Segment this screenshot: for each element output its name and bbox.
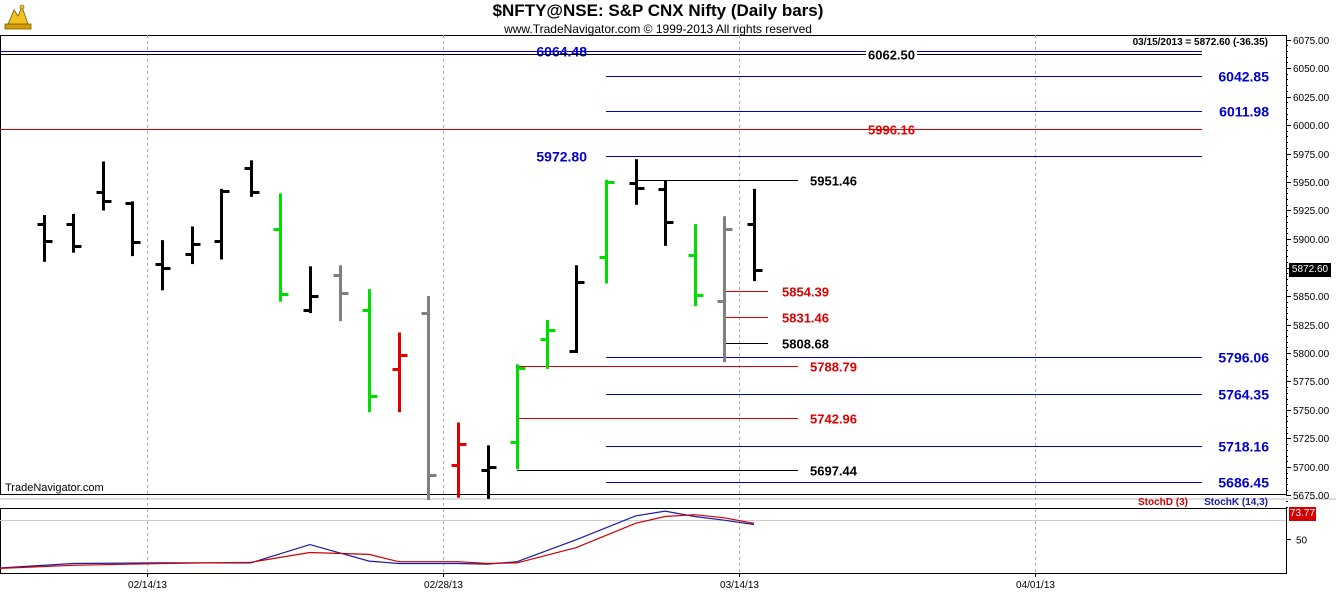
price-tick-label: 5775.00: [1293, 377, 1330, 388]
date-tick-label: 04/01/13: [1016, 580, 1055, 591]
last-price-info: 03/15/2013 = 5872.60 (-36.35): [1133, 37, 1268, 48]
ohlc-bar[interactable]: [66, 213, 82, 253]
ohlc-bars: [37, 159, 763, 501]
ohlc-bar[interactable]: [569, 265, 585, 353]
ohlc-bar[interactable]: [185, 226, 201, 265]
level-label: 5972.80: [536, 149, 587, 165]
ohlc-bar[interactable]: [125, 201, 141, 257]
stoch-d-line[interactable]: [0, 514, 755, 569]
price-tick-label: 5900.00: [1293, 235, 1330, 246]
ohlc-bar[interactable]: [37, 215, 53, 262]
price-tick-label: 5975.00: [1293, 150, 1330, 161]
level-label: 5788.79: [810, 360, 857, 375]
stoch-value-tag: 73.77: [1289, 507, 1316, 521]
level-label: 5764.35: [1218, 387, 1269, 403]
copyright-text: www.TradeNavigator.com © 1999-2013 All r…: [504, 22, 812, 36]
price-tick-label: 5725.00: [1293, 434, 1330, 445]
stoch-tick-label: 50: [1296, 536, 1308, 547]
date-tick-label: 02/28/13: [424, 580, 463, 591]
price-tick-label: 5925.00: [1293, 206, 1330, 217]
level-label: 6064.48: [536, 44, 587, 60]
trade-navigator-logo-icon[interactable]: [4, 4, 32, 35]
price-tick-label: 6000.00: [1293, 121, 1330, 132]
ohlc-bar[interactable]: [214, 188, 230, 260]
price-tick-label: 6025.00: [1293, 93, 1330, 104]
price-axis: 6075.00 6050.00 6025.00 6000.00 5975.00 5950.…: [1286, 36, 1330, 508]
level-label: 6042.85: [1218, 69, 1269, 85]
level-label: 5854.39: [782, 285, 829, 300]
stoch-k-line[interactable]: [0, 510, 754, 569]
level-label: 5996.16: [868, 123, 915, 138]
ohlc-bar[interactable]: [155, 240, 171, 291]
price-levels: 6064.48 6062.50 6042.85 6011.98 5996.16 5972.…: [0, 44, 1269, 491]
price-tick-label: 5850.00: [1293, 292, 1330, 303]
stoch-d-legend: StochD (3): [1138, 497, 1188, 508]
level-label: 6011.98: [1219, 104, 1269, 120]
price-tick-label: 5800.00: [1293, 349, 1330, 360]
ohlc-bar[interactable]: [421, 296, 437, 501]
level-label: 6062.50: [868, 48, 915, 63]
ohlc-bar[interactable]: [481, 445, 497, 499]
price-tick-label: 5750.00: [1293, 406, 1330, 417]
stoch-k-legend: StochK (14,3): [1204, 497, 1268, 508]
stoch-plot-frame: [0, 508, 1287, 574]
price-tick-label: 5825.00: [1293, 321, 1330, 332]
ohlc-bar[interactable]: [96, 161, 112, 211]
ohlc-bar[interactable]: [273, 193, 289, 302]
ohlc-bar[interactable]: [451, 422, 467, 498]
level-label: 5796.06: [1218, 350, 1269, 366]
price-tick-label: 6050.00: [1293, 64, 1330, 75]
level-label: 5831.46: [782, 311, 829, 326]
ohlc-bar[interactable]: [510, 364, 526, 470]
grid-lines: [0, 35, 1336, 574]
ohlc-bar[interactable]: [747, 188, 763, 282]
level-label: 5718.16: [1218, 439, 1269, 455]
stochastic-panel: 50 StochK (14,3) StochD (3): [0, 497, 1308, 569]
chart-title: $NFTY@NSE: S&P CNX Nifty (Daily bars): [492, 1, 824, 20]
main-plot-frame: [0, 35, 1287, 495]
watermark-text: TradeNavigator.com: [5, 482, 104, 494]
level-label-bg: [866, 47, 917, 63]
level-label: 5951.46: [810, 174, 857, 189]
date-axis: 02/14/13 02/28/13 03/14/13 04/01/13: [128, 573, 1055, 591]
ohlc-bar[interactable]: [244, 160, 260, 197]
date-tick-label: 02/14/13: [128, 580, 167, 591]
ohlc-bar[interactable]: [688, 224, 704, 307]
level-label: 5697.44: [810, 464, 858, 479]
last-price-tag: 5872.60: [1289, 263, 1331, 277]
ohlc-bar[interactable]: [629, 159, 645, 205]
ohlc-bar[interactable]: [362, 289, 378, 413]
ohlc-bar[interactable]: [717, 216, 733, 363]
price-tick-label: 6075.00: [1293, 36, 1330, 47]
price-tick-label: 5950.00: [1293, 178, 1330, 189]
price-tick-label: 5675.00: [1293, 491, 1330, 502]
level-label: 5742.96: [810, 412, 857, 427]
price-tick-label: 5700.00: [1293, 463, 1330, 474]
ohlc-bar[interactable]: [392, 332, 408, 413]
ohlc-bar[interactable]: [333, 265, 349, 322]
ohlc-bar[interactable]: [658, 180, 674, 246]
date-tick-label: 03/14/13: [720, 580, 759, 591]
ohlc-bar[interactable]: [303, 266, 319, 314]
ohlc-bar[interactable]: [599, 179, 615, 284]
level-label: 5808.68: [782, 337, 829, 352]
level-label: 5686.45: [1218, 475, 1269, 491]
ohlc-bar[interactable]: [540, 319, 556, 369]
